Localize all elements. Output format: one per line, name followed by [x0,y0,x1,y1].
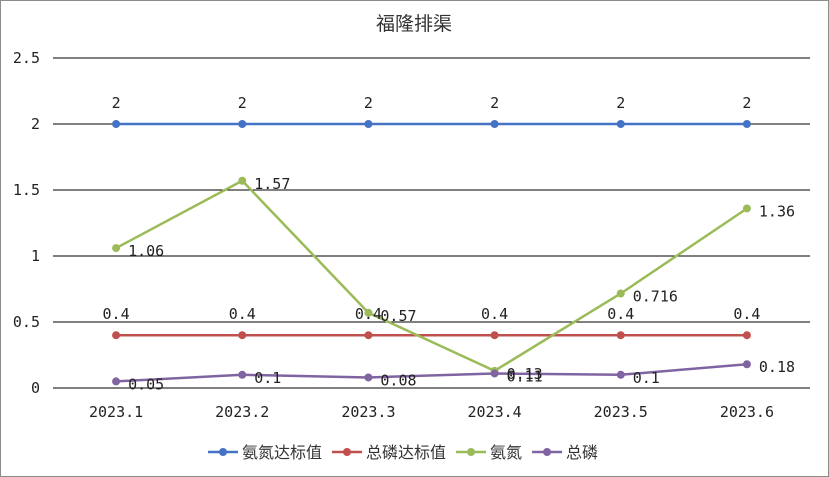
x-tick-label: 2023.3 [341,403,395,421]
y-tick-label: 2.5 [13,49,40,67]
data-point [238,331,247,340]
series-line [116,362,748,383]
data-point [616,370,625,379]
data-label: 1.57 [254,175,290,193]
chart-title: 福隆排渠 [376,13,452,35]
x-axis-ticks: 2023.1 2023.2 2023.3 2023.4 2023.5 2023.6 [89,403,774,421]
data-point [490,369,499,378]
data-point [490,120,499,128]
series-lines [115,122,748,383]
data-point [112,244,121,253]
x-tick-label: 2023.1 [89,403,143,421]
data-label: 0.4 [607,305,634,323]
x-tick-label: 2023.5 [594,403,648,421]
data-point [616,331,625,340]
data-label: 0.11 [507,367,543,385]
x-tick-label: 2023.2 [215,403,269,421]
legend-label: 总磷达标值 [366,443,446,462]
legend-label: 氨氮达标值 [242,443,322,462]
data-label: 2 [238,94,247,112]
data-label: 2 [742,94,751,112]
data-label: 0.13 [507,365,543,383]
data-point [112,120,121,128]
data-label: 0.4 [103,305,130,323]
data-label: 0.4 [229,305,256,323]
data-point [490,331,499,340]
data-point [112,377,121,386]
data-point [238,370,247,379]
y-axis-ticks: 0 0.5 1 1.5 2 2.5 [13,49,40,397]
data-point [742,360,751,369]
data-point [364,308,373,317]
data-label: 2 [616,94,625,112]
y-tick-label: 0.5 [13,313,40,331]
data-point [742,331,751,340]
data-point [364,331,373,340]
data-label: 0.4 [355,305,382,323]
data-point [238,176,247,185]
series-points [112,120,751,386]
data-label: 2 [364,94,373,112]
data-label: 1.36 [759,202,795,220]
legend-marker [543,448,552,456]
data-label: 0.57 [380,307,416,325]
data-label: 0.05 [128,375,164,393]
data-point [616,289,625,298]
data-point [238,120,247,128]
x-tick-label: 2023.4 [467,403,521,421]
x-tick-label: 2023.6 [720,403,774,421]
data-point [112,331,121,340]
legend-marker [219,448,227,456]
data-label: 0.18 [759,358,795,376]
y-tick-label: 1.5 [13,181,40,199]
legend-label: 氨氮 [490,443,522,462]
data-label: 0.1 [254,369,281,387]
data-point [742,120,751,128]
legend-marker [467,448,476,456]
data-label: 1.06 [128,242,164,260]
y-tick-label: 1 [31,247,40,265]
y-tick-label: 2 [31,115,40,133]
data-point [742,204,751,213]
data-label: 0.4 [481,305,508,323]
gridlines [53,57,810,389]
legend: 氨氮达标值 总磷达标值 氨氮 总磷 [208,443,598,462]
series-line [115,179,748,373]
y-tick-label: 0 [31,379,40,397]
data-label: 2 [112,94,121,112]
data-point [616,120,625,128]
data-label: 0.1 [633,369,660,387]
data-label: 0.4 [733,305,760,323]
data-point [364,373,373,382]
legend-marker [343,448,352,456]
data-label: 0.716 [633,287,678,305]
legend-label: 总磷 [566,443,598,462]
data-label: 0.08 [380,371,416,389]
data-point [364,120,373,128]
data-labels: 2 2 2 2 2 2 0.4 0.4 0.4 0.4 0.4 0.4 1.06 1.57 0.57 0.13… [103,94,796,393]
data-label: 2 [490,94,499,112]
